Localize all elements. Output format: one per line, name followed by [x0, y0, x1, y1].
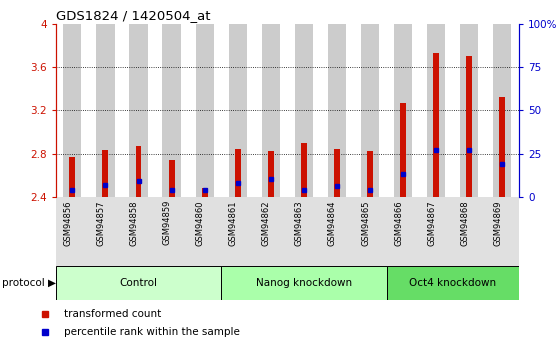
Text: GSM94857: GSM94857 [97, 200, 105, 246]
Bar [400, 103, 406, 197]
Bar [195, 24, 214, 197]
Bar [295, 24, 313, 197]
Text: GSM94862: GSM94862 [262, 200, 271, 246]
Bar [262, 24, 280, 197]
Bar [162, 24, 181, 197]
Text: GSM94867: GSM94867 [427, 200, 436, 246]
Text: Oct4 knockdown: Oct4 knockdown [409, 278, 496, 288]
Text: percentile rank within the sample: percentile rank within the sample [64, 327, 240, 337]
Bar [499, 97, 506, 197]
Text: GSM94863: GSM94863 [295, 200, 304, 246]
Bar [328, 24, 346, 197]
Bar [268, 151, 274, 197]
Bar [387, 266, 519, 300]
Bar [229, 24, 247, 197]
Text: GSM94856: GSM94856 [64, 200, 73, 246]
Bar [433, 53, 439, 197]
Text: protocol ▶: protocol ▶ [2, 278, 56, 288]
Text: transformed count: transformed count [64, 309, 161, 318]
Bar [97, 24, 114, 197]
Bar [235, 149, 240, 197]
Bar [301, 143, 307, 197]
Text: GSM94865: GSM94865 [361, 200, 370, 246]
Bar [367, 151, 373, 197]
Bar [466, 57, 472, 197]
Text: GSM94868: GSM94868 [460, 200, 469, 246]
Bar [129, 24, 148, 197]
Bar [221, 266, 387, 300]
Text: GSM94869: GSM94869 [493, 200, 502, 246]
Bar [394, 24, 412, 197]
Bar [460, 24, 478, 197]
Bar [361, 24, 379, 197]
Text: Nanog knockdown: Nanog knockdown [256, 278, 352, 288]
Bar [201, 188, 208, 197]
Text: GSM94858: GSM94858 [129, 200, 138, 246]
Bar [334, 149, 340, 197]
Text: GSM94864: GSM94864 [328, 200, 337, 246]
Text: GDS1824 / 1420504_at: GDS1824 / 1420504_at [56, 9, 210, 22]
Bar [169, 160, 175, 197]
Bar [427, 24, 445, 197]
Bar [69, 157, 75, 197]
Text: GSM94859: GSM94859 [162, 200, 172, 246]
Bar [136, 146, 142, 197]
Text: GSM94861: GSM94861 [229, 200, 238, 246]
Bar [103, 150, 108, 197]
Bar [63, 24, 81, 197]
Bar [56, 266, 221, 300]
Text: GSM94860: GSM94860 [196, 200, 205, 246]
Text: Control: Control [119, 278, 157, 288]
Bar [493, 24, 512, 197]
Text: GSM94866: GSM94866 [394, 200, 403, 246]
